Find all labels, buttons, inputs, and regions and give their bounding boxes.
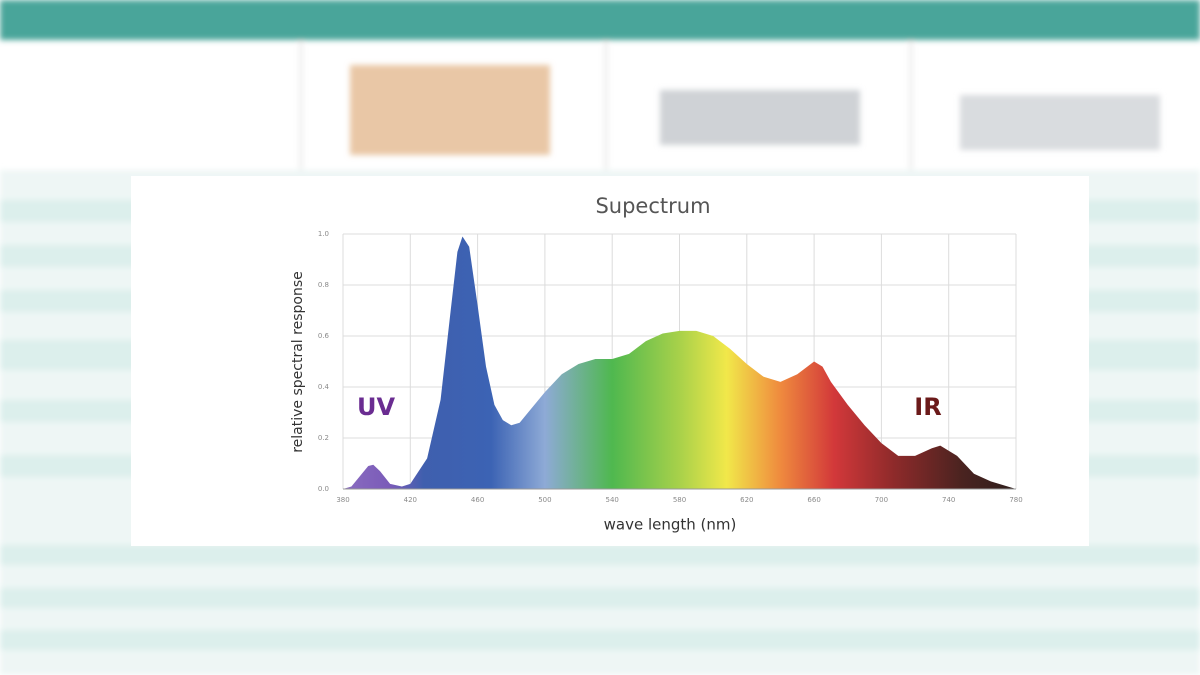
- x-tick-label: 540: [606, 496, 619, 504]
- x-tick-label: 420: [404, 496, 417, 504]
- y-axis-label: relative spectral response: [290, 271, 306, 453]
- x-tick-label: 500: [538, 496, 551, 504]
- y-tick-label: 0.2: [318, 434, 329, 442]
- y-tick-label: 0.8: [318, 281, 329, 289]
- y-tick-label: 0.6: [318, 332, 330, 340]
- x-tick-label: 740: [942, 496, 955, 504]
- y-tick-label: 0.0: [318, 485, 329, 493]
- x-axis-label: wave length (nm): [604, 516, 737, 534]
- x-tick-label: 380: [336, 496, 349, 504]
- x-tick-label: 580: [673, 496, 686, 504]
- annotation: UV: [357, 393, 395, 421]
- x-tick-label: 620: [740, 496, 753, 504]
- y-tick-label: 1.0: [318, 230, 329, 238]
- x-tick-label: 700: [875, 496, 888, 504]
- annotation: IR: [914, 393, 941, 421]
- chart-title: Supectrum: [595, 194, 710, 218]
- y-tick-label: 0.4: [318, 383, 330, 391]
- spectrum-area: [343, 236, 1016, 489]
- x-tick-label: 660: [807, 496, 820, 504]
- x-tick-label: 460: [471, 496, 484, 504]
- x-tick-label: 780: [1009, 496, 1022, 504]
